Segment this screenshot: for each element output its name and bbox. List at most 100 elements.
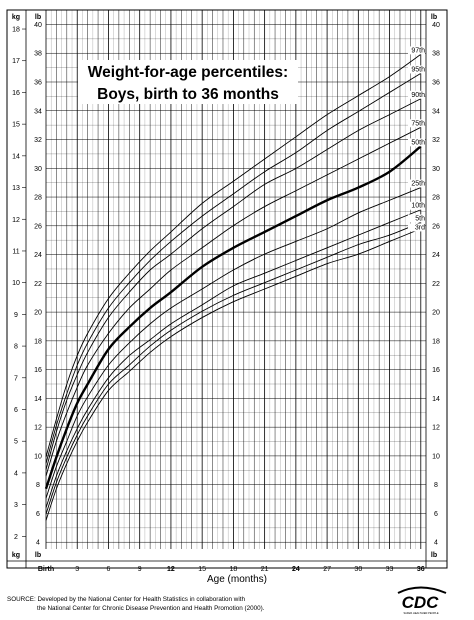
chart-title: Weight-for-age percentiles: [88, 64, 288, 81]
kg-tick-label: 12 [12, 217, 20, 224]
kg-unit-bottom: kg [12, 552, 20, 559]
kg-tick-label: 5 [14, 439, 18, 446]
percentile-label-90th: 90th [411, 92, 425, 99]
percentile-label-bg [408, 223, 425, 232]
lb-tick-label-left: 10 [34, 453, 42, 460]
lb-tick-label-right: 16 [432, 367, 440, 374]
lb-tick-label-right: 40 [432, 22, 440, 29]
percentile-label-bg [408, 90, 425, 99]
percentile-label-97th: 97th [411, 47, 425, 54]
percentile-curve-5th [45, 222, 421, 515]
x-tick-label: 24 [292, 566, 300, 573]
lb-unit-top-left: lb [35, 14, 41, 21]
x-tick-label: 6 [107, 566, 111, 573]
percentile-label-bg [408, 119, 425, 128]
lb-tick-label-right: 24 [432, 252, 440, 259]
x-tick-label: 33 [386, 566, 394, 573]
x-tick-label: 36 [417, 566, 425, 573]
lb-tick-label-left: 8 [36, 482, 40, 489]
x-tick-label: 30 [354, 566, 362, 573]
kg-tick-label: 4 [14, 470, 18, 477]
kg-tick-label: 16 [12, 90, 20, 97]
percentile-label-3rd: 3rd [415, 224, 425, 231]
lb-tick-label-right: 22 [432, 281, 440, 288]
percentile-label-10th: 10th [411, 203, 425, 210]
lb-tick-label-left: 28 [34, 195, 42, 202]
lb-tick-label-left: 36 [34, 79, 42, 86]
kg-tick-label: 2 [14, 534, 18, 541]
percentile-labels: 97th 95th 90th 75th 50th 25th 10th 5th 3rd [408, 46, 425, 232]
percentile-label-bg [408, 138, 425, 147]
lb-tick-label-left: 34 [34, 108, 42, 115]
kg-unit-top: kg [12, 14, 20, 21]
x-tick-label: 9 [138, 566, 142, 573]
cdc-logo-swoosh [397, 586, 447, 594]
lb-tick-label-left: 6 [36, 511, 40, 518]
lb-tick-label-right: 10 [432, 453, 440, 460]
percentile-curve-90th [45, 98, 421, 470]
percentile-curve-75th [45, 126, 421, 477]
percentile-curve-3rd [45, 228, 421, 521]
chart-subtitle: Boys, birth to 36 months [97, 86, 279, 103]
lb-tick-label-left: 30 [34, 166, 42, 173]
kg-tick-label: 15 [12, 122, 20, 129]
kg-tick-label: 13 [12, 185, 20, 192]
lb-tick-label-right: 18 [432, 338, 440, 345]
percentile-label-25th: 25th [411, 181, 425, 188]
lb-tick-label-left: 14 [34, 396, 42, 403]
lb-tick-label-right: 28 [432, 195, 440, 202]
percentile-label-5th: 5th [415, 215, 425, 222]
lb-tick-label-right: 38 [432, 51, 440, 58]
kg-tick-label: 9 [14, 312, 18, 319]
cdc-logo-subtext: SAFER·HEALTHIER·PEOPLE [403, 611, 438, 615]
lb-tick-label-left: 24 [34, 252, 42, 259]
percentile-curve-10th [45, 209, 421, 508]
lb-tick-label-left: 32 [34, 137, 42, 144]
percentile-label-75th: 75th [411, 120, 425, 127]
percentile-label-bg [408, 179, 425, 188]
percentile-label-bg [408, 201, 425, 210]
percentile-label-bg [408, 65, 425, 74]
lb-tick-label-left: 18 [34, 338, 42, 345]
kg-tick-label: 14 [12, 153, 20, 160]
title-background [78, 60, 298, 104]
lb-tick-label-right: 20 [432, 310, 440, 317]
lb-tick-label-right: 6 [434, 511, 438, 518]
lb-tick-label-right: 34 [432, 108, 440, 115]
kg-tick-label: 3 [14, 502, 18, 509]
lb-tick-label-right: 26 [432, 223, 440, 230]
kg-tick-label: 17 [12, 58, 20, 65]
source-line-1: SOURCE: Developed by the National Center… [7, 596, 245, 603]
percentile-label-bg [408, 214, 425, 223]
kg-tick-label: 11 [12, 248, 19, 255]
lb-tick-label-left: 12 [34, 425, 42, 432]
kg-tick-label: 10 [12, 280, 20, 287]
lb-unit-bottom-right: lb [431, 552, 437, 559]
lb-tick-label-right: 4 [434, 540, 438, 547]
lb-tick-label-left: 16 [34, 367, 42, 374]
cdc-logo-text: CDC [402, 593, 440, 612]
kg-tick-label: 18 [12, 27, 20, 34]
x-axis-ticks: Birth 3 6 9 12 15 18 21 24 27 30 33 36 [38, 566, 425, 573]
percentile-curve-50th [44, 145, 422, 490]
kg-tick-label: 6 [14, 407, 18, 414]
lb-axis-right-ticks: 4 6 8 10 12 14 16 18 20 22 24 26 28 30 32 34 36 38 40 [432, 22, 440, 547]
percentile-curve-25th [45, 187, 421, 499]
x-tick-label: 15 [198, 566, 206, 573]
lb-tick-label-right: 30 [432, 166, 440, 173]
lb-tick-label-right: 36 [432, 79, 440, 86]
lb-tick-label-left: 4 [36, 540, 40, 547]
lb-unit-bottom-left: lb [35, 552, 41, 559]
percentile-curve-97th [45, 54, 422, 458]
kg-axis-ticks: 2 3 4 5 6 7 8 9 10 11 12 13 14 15 16 17 18 [12, 27, 26, 541]
lb-tick-label-left: 26 [34, 223, 42, 230]
lb-axis-left-ticks: 4 6 8 10 12 14 16 18 20 22 24 26 28 30 32 34 36 38 40 [34, 22, 42, 547]
lb-tick-label-left: 20 [34, 310, 42, 317]
lb-tick-label-right: 8 [434, 482, 438, 489]
x-tick-label: 21 [261, 566, 269, 573]
kg-tick-label: 8 [14, 344, 18, 351]
lb-tick-label-right: 12 [432, 425, 440, 432]
x-tick-label: Birth [38, 566, 54, 573]
lb-tick-label-left: 38 [34, 51, 42, 58]
